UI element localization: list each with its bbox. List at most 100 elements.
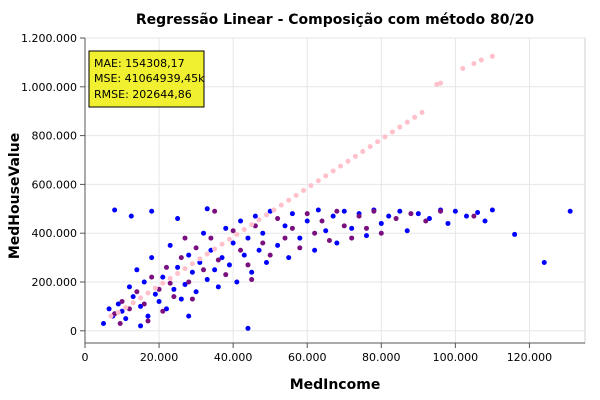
data-point: [478, 57, 484, 63]
data-point: [241, 252, 247, 258]
data-point: [223, 272, 229, 278]
data-point: [475, 209, 481, 215]
data-point: [197, 256, 203, 262]
data-point: [323, 173, 329, 179]
data-point: [378, 230, 384, 236]
data-point: [356, 213, 362, 219]
data-point: [415, 211, 421, 217]
data-point: [138, 323, 144, 329]
data-point: [419, 109, 425, 115]
chart-title: Regressão Linear - Composição com método…: [136, 12, 535, 28]
data-point: [204, 206, 210, 212]
series-2: [108, 53, 495, 319]
data-point: [175, 216, 181, 222]
data-point: [212, 246, 218, 252]
data-point: [212, 267, 218, 273]
data-point: [115, 310, 121, 315]
data-point: [245, 262, 251, 268]
data-point: [238, 218, 244, 224]
data-point: [256, 247, 262, 253]
data-point: [123, 316, 129, 322]
data-point: [375, 139, 381, 145]
data-point: [319, 218, 325, 224]
data-point: [445, 220, 451, 226]
data-point: [186, 252, 192, 258]
data-point: [371, 208, 377, 214]
data-point: [112, 207, 118, 213]
data-point: [145, 318, 151, 324]
data-point: [452, 208, 458, 214]
data-point: [323, 228, 329, 234]
data-point: [219, 241, 225, 247]
data-point: [275, 216, 281, 222]
metrics-mse: MSE: 41064939,45k: [94, 72, 205, 85]
data-point: [489, 207, 495, 213]
data-point: [186, 313, 192, 319]
data-point: [326, 238, 332, 244]
data-point: [141, 301, 147, 307]
metrics-mae: MAE: 154308,17: [94, 57, 185, 70]
data-point: [245, 235, 251, 241]
data-point: [134, 289, 140, 295]
y-tick-label: 200.000: [32, 276, 78, 289]
data-point: [297, 235, 303, 241]
data-point: [308, 183, 314, 189]
data-point: [189, 269, 195, 275]
data-point: [226, 262, 232, 268]
data-point: [134, 267, 140, 273]
data-point: [334, 240, 340, 246]
data-point: [386, 213, 392, 219]
y-tick-label: 1.000.000: [21, 81, 77, 94]
data-point: [378, 220, 384, 226]
data-point: [263, 259, 269, 265]
data-point: [117, 320, 123, 326]
data-point: [178, 296, 184, 302]
data-point: [304, 218, 310, 224]
data-point: [182, 266, 188, 272]
x-tick-label: 120.000: [507, 351, 553, 364]
data-point: [201, 230, 207, 236]
data-point: [204, 251, 210, 257]
data-point: [167, 242, 173, 248]
data-point: [115, 301, 121, 307]
data-point: [282, 223, 288, 229]
data-point: [149, 208, 155, 214]
data-point: [249, 277, 255, 283]
data-point: [149, 255, 155, 261]
data-point: [201, 267, 207, 273]
data-point: [260, 240, 266, 246]
data-point: [567, 208, 573, 214]
data-point: [438, 80, 444, 86]
data-point: [234, 279, 240, 285]
x-tick-label: 0: [82, 351, 89, 364]
data-point: [312, 247, 318, 253]
data-point: [215, 257, 221, 263]
data-point: [286, 255, 292, 261]
data-point: [252, 213, 258, 219]
data-point: [367, 144, 373, 150]
data-point: [178, 255, 184, 261]
series-0: [101, 206, 573, 331]
data-point: [304, 211, 310, 217]
data-point: [128, 213, 134, 219]
data-point: [193, 245, 199, 251]
data-point: [101, 320, 107, 326]
data-point: [152, 285, 158, 291]
data-point: [123, 305, 129, 311]
data-point: [249, 269, 255, 275]
data-point: [489, 53, 495, 59]
data-point: [167, 275, 173, 281]
data-point: [404, 119, 410, 125]
data-point: [349, 235, 355, 241]
data-point: [108, 313, 114, 319]
data-point: [363, 233, 369, 239]
data-point: [215, 284, 221, 290]
data-point: [208, 235, 214, 241]
data-point: [315, 178, 321, 184]
axes: 0 20.000 40.000 60.000 80.000 100.000 120.000 0…: [21, 32, 585, 364]
data-point: [197, 259, 203, 265]
data-point: [338, 163, 344, 169]
data-point: [186, 279, 192, 285]
metrics-box: MAE: 154308,17 MSE: 41064939,45k RMSE: 2…: [88, 50, 205, 108]
data-point: [289, 225, 295, 231]
